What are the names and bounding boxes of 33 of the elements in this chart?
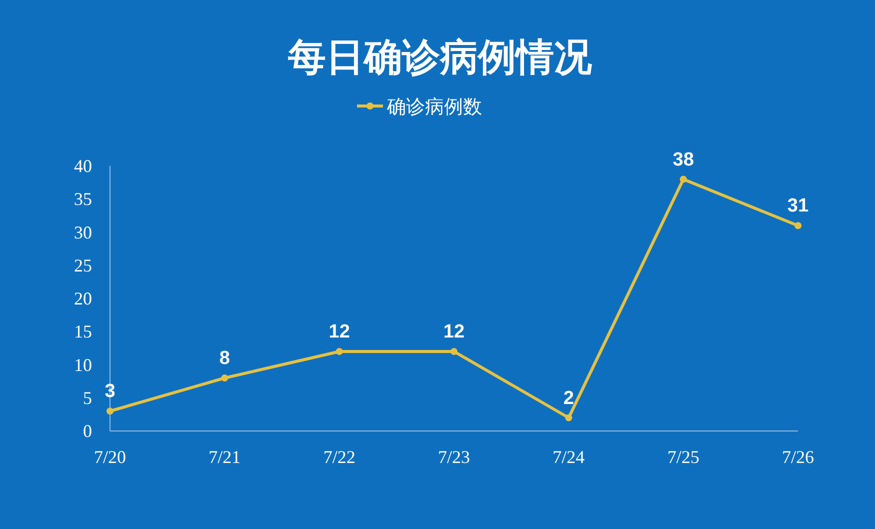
data-label: 31 bbox=[787, 196, 809, 217]
x-tick-label: 7/25 bbox=[667, 447, 700, 467]
y-tick-label: 30 bbox=[74, 222, 92, 242]
data-label: 3 bbox=[104, 381, 116, 402]
x-tick-label: 7/24 bbox=[552, 447, 585, 467]
y-tick-label: 5 bbox=[83, 388, 92, 408]
x-tick-label: 7/23 bbox=[438, 447, 470, 467]
y-tick-label: 25 bbox=[74, 255, 92, 276]
x-tick-label: 7/21 bbox=[208, 447, 241, 467]
point bbox=[794, 222, 802, 230]
y-tick-label: 0 bbox=[83, 421, 92, 441]
y-tick-label: 15 bbox=[74, 322, 92, 342]
data-label: 12 bbox=[328, 322, 350, 342]
x-tick-label: 7/20 bbox=[94, 447, 126, 467]
legend: 确诊病例数 bbox=[357, 96, 482, 118]
point bbox=[565, 414, 572, 422]
y-tick-label: 20 bbox=[74, 288, 92, 308]
point bbox=[221, 374, 228, 382]
legend-label: 确诊病例数 bbox=[386, 96, 482, 118]
data-label: 2 bbox=[563, 388, 574, 409]
point bbox=[450, 348, 458, 355]
data-label: 12 bbox=[443, 322, 465, 342]
point bbox=[106, 408, 114, 415]
data-label: 38 bbox=[672, 149, 694, 170]
chart-title: 每日确诊病例情况 bbox=[287, 35, 592, 79]
point bbox=[336, 348, 343, 355]
x-tick-label: 7/26 bbox=[782, 447, 814, 467]
data-label: 8 bbox=[219, 348, 230, 369]
y-tick-label: 10 bbox=[74, 354, 92, 375]
x-tick-label: 7/22 bbox=[323, 447, 356, 467]
point bbox=[680, 176, 687, 183]
y-tick-label: 35 bbox=[74, 189, 92, 210]
y-tick-label: 40 bbox=[74, 156, 92, 176]
